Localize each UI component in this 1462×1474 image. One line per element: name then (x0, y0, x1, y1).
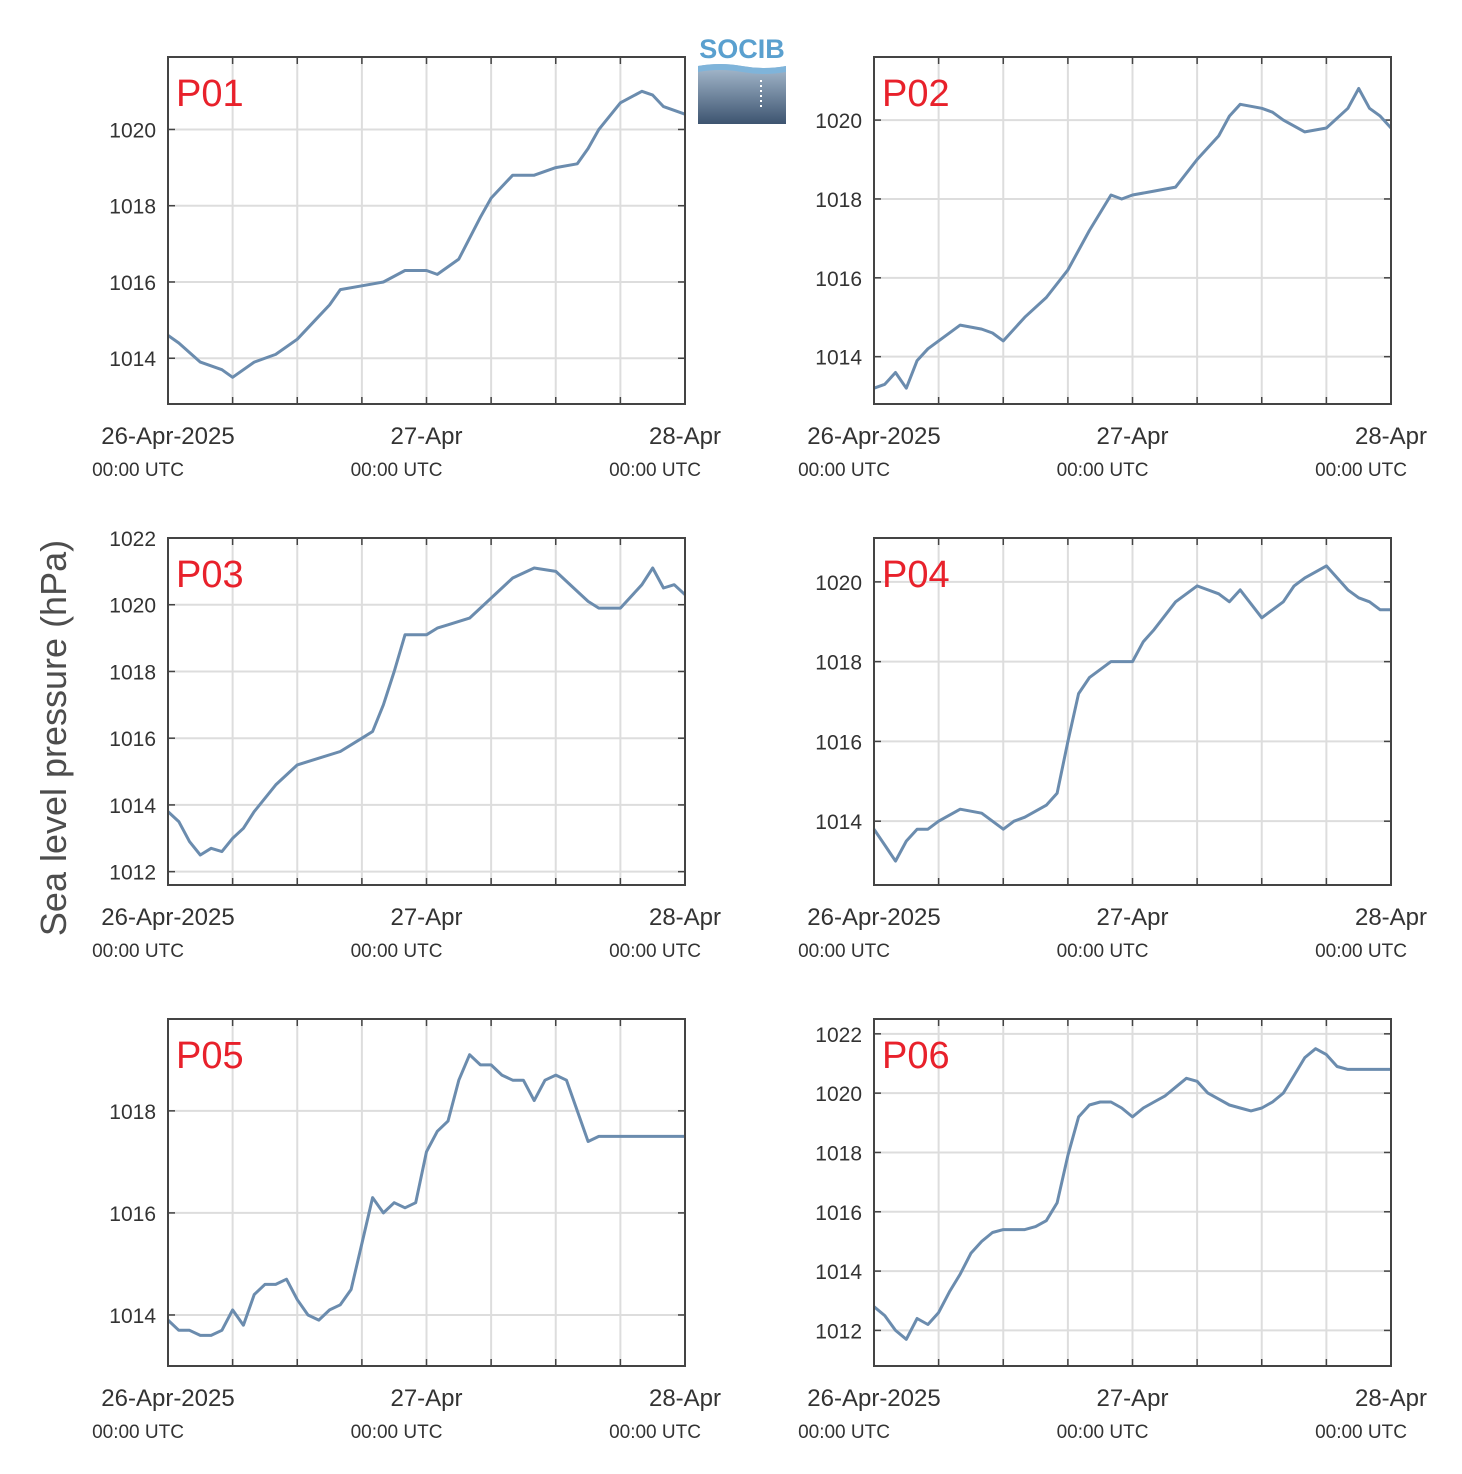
series-line (167, 89, 686, 379)
logo-graphic (698, 64, 786, 124)
x-tick-label-time: 00:00 UTC (1057, 1422, 1149, 1443)
plot-frame (873, 537, 1392, 886)
y-tick-label: 1018 (109, 661, 156, 684)
logo-text: SOCIB (699, 34, 785, 64)
y-tick-label: 1018 (109, 1101, 156, 1124)
x-tick-label-time: 00:00 UTC (351, 941, 443, 962)
y-tick-label: 1014 (815, 811, 862, 834)
x-tick-label-time: 00:00 UTC (1315, 941, 1407, 962)
x-tick-label-time: 00:00 UTC (798, 1422, 890, 1443)
panel-p03: 1012 1014 1016 1018 1020 1022 P03 26-Apr-2025 00… (92, 528, 721, 962)
x-tick-label-date: 27-Apr (390, 423, 462, 450)
x-tick-label-time: 00:00 UTC (92, 1422, 184, 1443)
plot-frame (873, 56, 1392, 405)
x-tick-label-time: 00:00 UTC (1057, 460, 1149, 481)
x-tick-label-date: 28-Apr (649, 423, 721, 450)
y-tick-label: 1020 (815, 1083, 862, 1106)
x-tick-label-date: 26-Apr-2025 (807, 1385, 940, 1412)
plot-frame (167, 56, 686, 405)
y-tick-label: 1020 (815, 572, 862, 595)
panel-label: P04 (882, 554, 950, 596)
x-tick-label-time: 00:00 UTC (351, 1422, 443, 1443)
x-tick-label-time: 00:00 UTC (1315, 1422, 1407, 1443)
panel-label: P03 (176, 554, 244, 596)
x-tick-label-date: 27-Apr (1096, 904, 1168, 931)
y-tick-label: 1016 (815, 731, 862, 754)
series-line (166, 1053, 685, 1337)
x-tick-label-date: 26-Apr-2025 (807, 423, 940, 450)
y-tick-label: 1014 (815, 1261, 862, 1284)
plot-frame (167, 537, 686, 886)
socib-logo: SOCIB (698, 34, 786, 124)
panel-p02: 1014 1016 1018 1020 P02 26-Apr-2025 00:00 UTC 2… (798, 56, 1427, 481)
x-tick-label-time: 00:00 UTC (609, 460, 701, 481)
plot-frame (167, 1018, 686, 1367)
y-tick-label: 1016 (815, 268, 862, 291)
y-tick-label: 1016 (109, 1203, 156, 1226)
y-tick-label: 1018 (815, 189, 862, 212)
panel-label: P06 (882, 1035, 950, 1077)
y-tick-label: 1014 (109, 795, 156, 818)
x-tick-label-date: 28-Apr (1355, 423, 1427, 450)
x-tick-label-time: 00:00 UTC (92, 460, 184, 481)
x-tick-label-time: 00:00 UTC (1315, 460, 1407, 481)
panels: 1014 1016 1018 1020 P01 26-Apr-2025 00:00 UTC 2… (92, 56, 1427, 1443)
series-line (166, 566, 687, 857)
y-tick-label: 1014 (109, 348, 156, 371)
x-tick-label-time: 00:00 UTC (351, 460, 443, 481)
series-line (872, 564, 1391, 863)
y-tick-label: 1016 (815, 1202, 862, 1225)
panel-p06: 1012 1014 1016 1018 1020 1022 P06 26-Apr-2025 00… (798, 1018, 1427, 1443)
panel-label: P05 (176, 1035, 244, 1077)
x-tick-label-date: 28-Apr (649, 1385, 721, 1412)
y-tick-label: 1018 (815, 652, 862, 675)
x-tick-label-date: 27-Apr (1096, 1385, 1168, 1412)
series-line (873, 87, 1393, 390)
y-tick-label: 1016 (109, 272, 156, 295)
y-tick-label: 1014 (815, 347, 862, 370)
x-tick-label-date: 27-Apr (390, 1385, 462, 1412)
x-tick-label-date: 26-Apr-2025 (101, 904, 234, 931)
panel-p04: 1014 1016 1018 1020 P04 26-Apr-2025 00:00 UTC 2… (798, 537, 1427, 962)
y-tick-label: 1018 (109, 196, 156, 219)
x-tick-label-time: 00:00 UTC (798, 941, 890, 962)
x-tick-label-date: 28-Apr (649, 904, 721, 931)
y-tick-label: 1018 (815, 1142, 862, 1165)
x-tick-label-date: 28-Apr (1355, 904, 1427, 931)
y-tick-label: 1022 (109, 528, 156, 551)
panel-p01: 1014 1016 1018 1020 P01 26-Apr-2025 00:00 UTC 2… (92, 56, 721, 481)
y-tick-label: 1012 (815, 1320, 862, 1343)
x-tick-label-date: 28-Apr (1355, 1385, 1427, 1412)
x-tick-label-time: 00:00 UTC (609, 1422, 701, 1443)
series-line (873, 1047, 1391, 1341)
y-axis-label: Sea level pressure (hPa) (33, 540, 74, 936)
y-tick-label: 1020 (109, 119, 156, 142)
y-tick-label: 1016 (109, 728, 156, 751)
x-tick-label-date: 27-Apr (1096, 423, 1168, 450)
x-tick-label-date: 26-Apr-2025 (101, 423, 234, 450)
panel-label: P02 (882, 73, 950, 115)
y-tick-label: 1012 (109, 862, 156, 885)
x-tick-label-time: 00:00 UTC (92, 941, 184, 962)
panel-label: P01 (176, 73, 244, 115)
x-tick-label-date: 27-Apr (390, 904, 462, 931)
y-tick-label: 1020 (815, 110, 862, 133)
panel-p05: 1014 1016 1018 P05 26-Apr-2025 00:00 UTC 27-Ap… (92, 1018, 721, 1443)
y-tick-label: 1020 (109, 595, 156, 618)
y-tick-label: 1022 (815, 1024, 862, 1047)
x-tick-label-time: 00:00 UTC (1057, 941, 1149, 962)
x-tick-label-time: 00:00 UTC (609, 941, 701, 962)
plot-frame (873, 1018, 1392, 1367)
x-tick-label-date: 26-Apr-2025 (101, 1385, 234, 1412)
y-tick-label: 1014 (109, 1305, 156, 1328)
x-tick-label-date: 26-Apr-2025 (807, 904, 940, 931)
x-tick-label-time: 00:00 UTC (798, 460, 890, 481)
